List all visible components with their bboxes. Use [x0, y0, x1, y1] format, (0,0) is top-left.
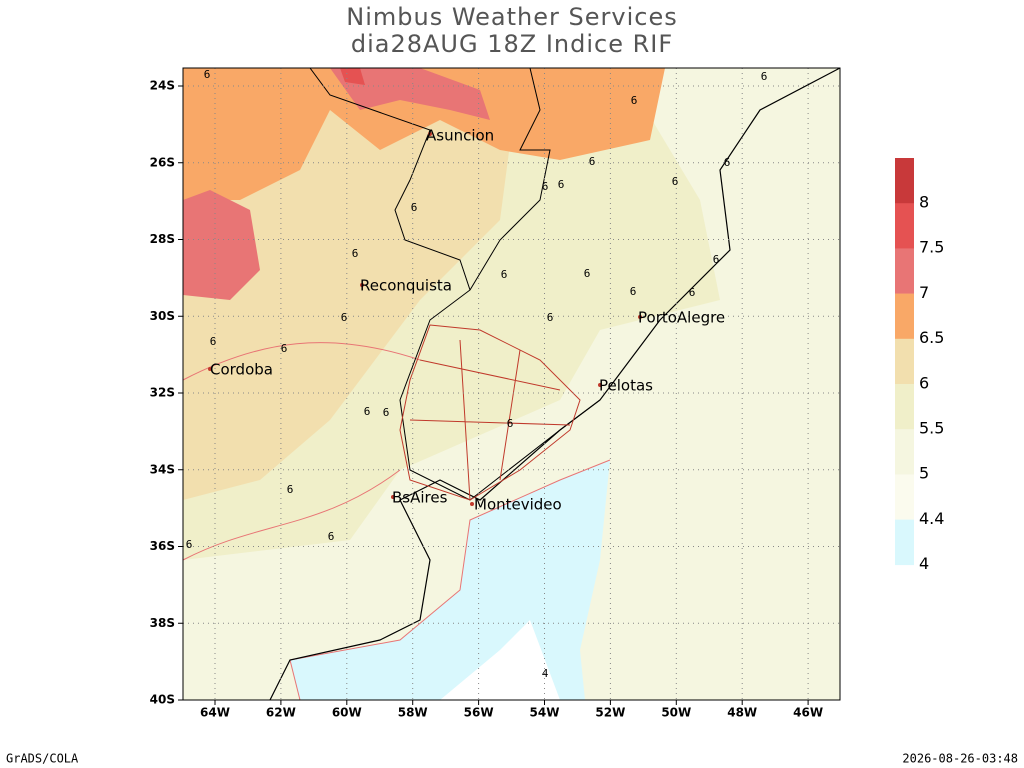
contour-label: 6 [689, 286, 696, 299]
colorbar-label: 5 [919, 464, 929, 483]
city-label: Montevideo [474, 496, 562, 514]
contour-label: 6 [501, 268, 508, 281]
city-dot [638, 315, 642, 319]
contour-label: 6 [364, 405, 371, 418]
contour-label: 6 [713, 253, 720, 266]
lat-label: 36S [150, 539, 175, 553]
colorbar-swatch [895, 203, 914, 249]
contour-label: 6 [186, 538, 193, 551]
colorbar-swatch [895, 293, 914, 340]
city-label: Cordoba [210, 361, 273, 379]
grid: 24S 26S 28S 30S 32S 34S 36S 38S 40S 64W 62W 60W 58W 5… [150, 68, 840, 720]
lat-label: 34S [150, 462, 175, 476]
contour-label: 6 [281, 342, 288, 355]
contour-label: 6 [210, 335, 217, 348]
contour-label: 6 [507, 417, 514, 430]
contour-label: 6 [341, 311, 348, 324]
lon-label: 54W [530, 706, 560, 720]
contour-label: 4 [542, 667, 549, 680]
contour-label: 6 [558, 178, 565, 191]
lon-label: 62W [266, 706, 296, 720]
lon-label: 58W [398, 706, 428, 720]
lon-label: 64W [200, 706, 230, 720]
lat-label: 30S [150, 309, 175, 323]
colorbar-label: 4 [919, 554, 929, 573]
lon-label: 56W [464, 706, 494, 720]
contour-label: 6 [547, 311, 554, 324]
contour-label: 6 [411, 201, 418, 214]
contour-label: 6 [589, 155, 596, 168]
contour-label: 6 [383, 406, 390, 419]
city-label: PortoAlegre [638, 309, 725, 327]
city-dot [428, 132, 432, 136]
colorbar-swatch [895, 384, 914, 430]
colorbar-label: 4.4 [919, 509, 944, 528]
contour-label: 6 [724, 156, 731, 169]
contour-label: 6 [630, 285, 637, 298]
city-dot [208, 367, 212, 371]
colorbar-label: 6 [919, 373, 929, 392]
city-label: BsAires [392, 489, 448, 507]
lat-label: 32S [150, 386, 175, 400]
contour-label: 6 [287, 483, 294, 496]
lon-label: 60W [332, 706, 362, 720]
lat-label: 40S [150, 693, 175, 707]
title-line: Nimbus Weather Services [346, 3, 677, 31]
map-field [183, 68, 840, 700]
city-dot [391, 495, 395, 499]
lat-label: 24S [150, 79, 175, 93]
footer-left: GrADS/COLA [6, 752, 79, 766]
colorbar-label: 7.5 [919, 238, 944, 257]
lat-label: 38S [150, 616, 175, 630]
footer-right: 2026-08-26-03:48 [902, 752, 1018, 766]
city-dot [598, 383, 602, 387]
colorbar-label: 5.5 [919, 419, 944, 438]
lat-label: 26S [150, 155, 175, 169]
city-label: Asuncion [426, 127, 494, 145]
lon-label: 52W [595, 706, 625, 720]
colorbar-swatch [895, 248, 914, 294]
contour-label: 6 [631, 94, 638, 107]
city-dot [470, 502, 474, 506]
colorbar-label: 6.5 [919, 328, 944, 347]
contour-label: 6 [204, 68, 211, 81]
title-line: dia28AUG 18Z Indice RIF [351, 30, 673, 58]
colorbar: 8 7.5 7 6.5 6 5.5 5 4.4 4 [895, 158, 944, 573]
contour-label: 6 [542, 180, 549, 193]
colorbar-label: 7 [919, 283, 929, 302]
lon-label: 46W [793, 706, 823, 720]
contour-label: 6 [352, 247, 359, 260]
city-label: Pelotas [599, 377, 653, 395]
contour-label: 6 [672, 175, 679, 188]
colorbar-swatch [895, 158, 914, 204]
colorbar-label: 8 [919, 193, 929, 212]
lon-label: 50W [661, 706, 691, 720]
contour-label: 6 [328, 530, 335, 543]
lon-label: 48W [727, 706, 757, 720]
contour-label: 6 [584, 267, 591, 280]
colorbar-swatch [895, 338, 914, 385]
city-label: Reconquista [360, 277, 452, 295]
colorbar-swatch [895, 429, 914, 475]
contour-label: 6 [761, 70, 768, 83]
colorbar-swatch [895, 519, 914, 566]
colorbar-swatch [895, 474, 914, 520]
map-frame [182, 67, 841, 701]
lat-label: 28S [150, 232, 175, 246]
city-dot [360, 283, 364, 287]
